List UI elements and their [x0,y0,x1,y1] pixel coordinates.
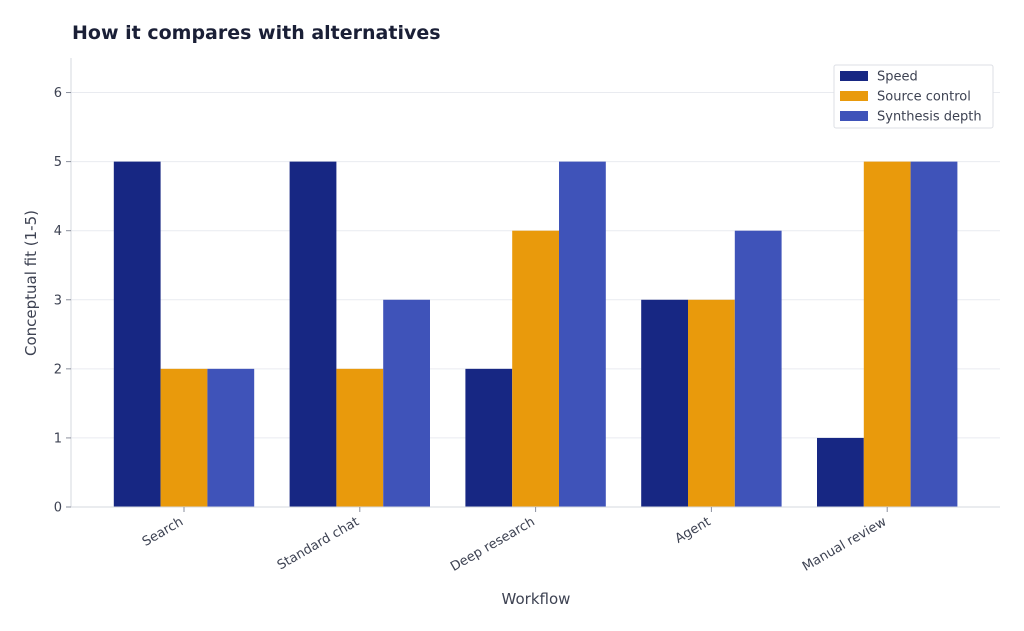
bar-source-control [512,230,559,507]
legend: Speed Source control Synthesis depth [833,64,994,129]
y-tick-label: 4 [54,224,62,239]
legend-swatch [840,111,868,121]
bar-synthesis-depth [734,230,782,507]
chart-title: How it compares with alternatives [72,22,441,44]
legend-label: Synthesis depth [877,110,982,125]
bar-speed [465,368,513,507]
bar-source-control [863,161,911,507]
legend-swatch [840,71,868,81]
bar-source-control [336,368,384,507]
x-axis-label: Workflow [502,590,571,608]
x-tick-label: Standard chat [275,514,362,573]
bar-speed [817,437,864,507]
bar-speed [641,299,688,507]
bar-synthesis-depth [207,368,255,507]
bars [113,161,958,507]
x-tick-label: Deep research [448,514,537,574]
y-tick-label: 2 [54,362,62,377]
x-tick-label: Manual review [800,514,890,574]
bar-synthesis-depth [559,161,606,507]
legend-box [833,64,994,129]
y-tick-label: 5 [54,155,62,170]
y-tick-label: 1 [54,431,62,446]
y-tick-label: 3 [54,293,62,308]
bar-synthesis-depth [910,161,958,507]
bar-speed [113,161,161,507]
y-tick-label: 6 [54,86,62,101]
legend-label: Speed [877,70,918,85]
y-axis-label: Conceptual fit (1-5) [22,210,40,356]
y-ticks: 0 1 2 3 4 5 6 [54,86,71,516]
y-tick-label: 0 [54,501,62,516]
legend-label: Source control [877,90,971,105]
x-tick-label: Agent [673,514,714,546]
bar-source-control [688,299,735,507]
legend-items: Speed Source control Synthesis depth [840,70,982,125]
bar-synthesis-depth [383,299,430,507]
bar-speed [289,161,337,507]
x-ticks: Search Standard chat Deep research Agent Man… [140,507,890,575]
bar-source-control [160,368,208,507]
legend-swatch [840,91,868,101]
x-tick-label: Search [140,514,186,549]
